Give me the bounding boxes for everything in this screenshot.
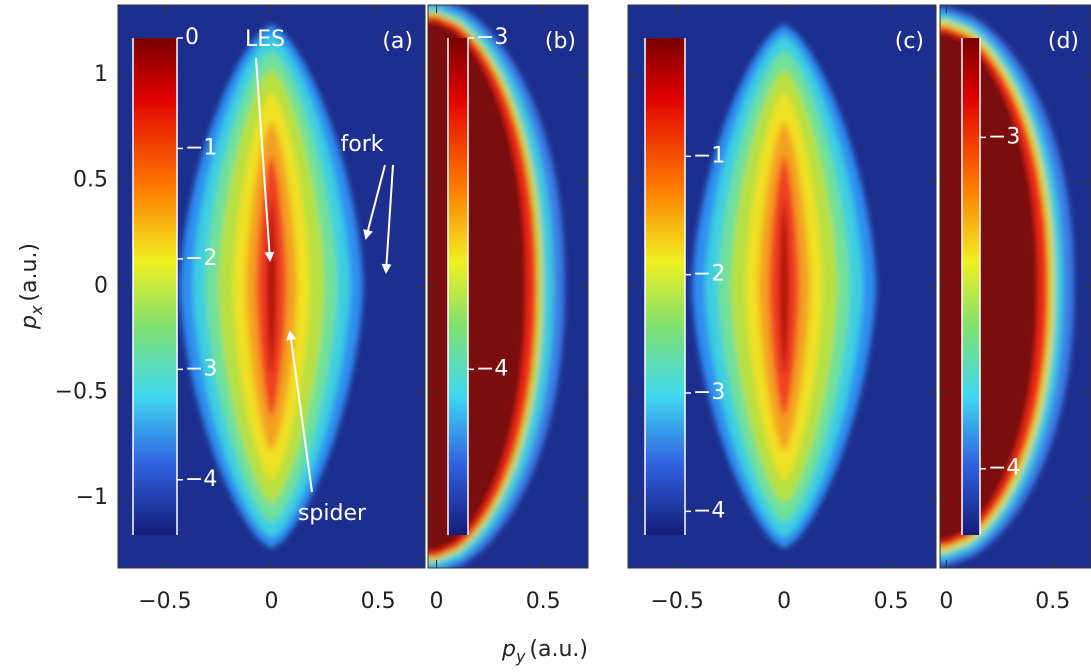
panel: 0 −1 −2 −3 −4 (a) −0.5 0 0.5 1 0.5 0 −0.5 −1 (55, 4, 426, 614)
label-subscript: y (515, 647, 526, 666)
colorbar-tick-label: −1 (693, 143, 725, 168)
panel: −3 −4 (b) 0 0.5 (427, 4, 589, 614)
x-tick-label: −0.5 (650, 589, 703, 614)
colorbar-tick-label: −2 (693, 262, 725, 287)
annotation-arrow (255, 57, 275, 262)
y-tick-label: 1 (94, 62, 108, 87)
colorbar (645, 38, 685, 535)
label-subscript: x (27, 305, 46, 316)
x-tick-label: 0 (939, 589, 953, 614)
x-tick-label: 0 (777, 589, 791, 614)
x-tick-label: 0.5 (526, 589, 561, 614)
panel-label: (b) (545, 29, 576, 54)
colorbar-tick-label: −2 (185, 246, 217, 271)
heatmap (118, 5, 425, 568)
colorbar-tick-label: −4 (476, 356, 508, 381)
heatmap (428, 5, 588, 568)
heatmap-layers (179, 24, 364, 549)
annotation: LES (245, 27, 285, 52)
colorbar-tick-label: −3 (988, 124, 1020, 149)
annotation: fork (341, 132, 384, 157)
panel-label: (d) (1048, 29, 1079, 54)
panel-label: (a) (382, 29, 413, 54)
x-tick-label: 0.5 (361, 589, 396, 614)
colorbar-tick-label: −3 (693, 380, 725, 405)
colorbar (448, 38, 468, 535)
y-tick-label: 0 (94, 274, 108, 299)
panel: −3 −4 (d) 0 0.5 (939, 4, 1091, 614)
y-axis-label: px (a.u.) (17, 243, 46, 330)
colorbar-tick-label: −1 (185, 135, 217, 160)
label-symbol: p (501, 637, 516, 662)
panel-label: (c) (895, 29, 924, 54)
y-tick-label: −1 (76, 485, 108, 510)
x-tick-label: 0 (265, 589, 279, 614)
label-unit: (a.u.) (17, 243, 42, 302)
annotation-arrow (363, 164, 386, 240)
intensity-contour (778, 197, 790, 376)
colorbar-tick-label: −4 (185, 467, 217, 492)
colorbar-tick-label: −4 (988, 456, 1020, 481)
colorbar-tick-label: −4 (693, 498, 725, 523)
x-tick-label: −0.5 (138, 589, 191, 614)
annotation-arrow (286, 330, 313, 493)
x-tick-label: 0.5 (874, 589, 909, 614)
colorbar-tick-label: 0 (185, 25, 199, 50)
x-axis-label: py (a.u.) (501, 637, 588, 666)
label-unit: (a.u.) (529, 637, 588, 662)
panel: −1 −2 −3 −4 (c) −0.5 0 0.5 (627, 4, 937, 614)
label-symbol: p (17, 315, 42, 330)
y-tick-label: −0.5 (55, 379, 108, 404)
x-tick-label: 0 (430, 589, 444, 614)
colorbar (133, 38, 177, 535)
annotation-arrow (381, 164, 394, 274)
colorbar (962, 38, 980, 535)
y-tick-label: 0.5 (73, 168, 108, 193)
colorbar-tick-label: −3 (185, 356, 217, 381)
annotation: spider (298, 501, 367, 526)
colorbar-tick-label: −3 (476, 25, 508, 50)
x-tick-label: 0.5 (1035, 589, 1070, 614)
heatmap-layers (692, 24, 877, 549)
